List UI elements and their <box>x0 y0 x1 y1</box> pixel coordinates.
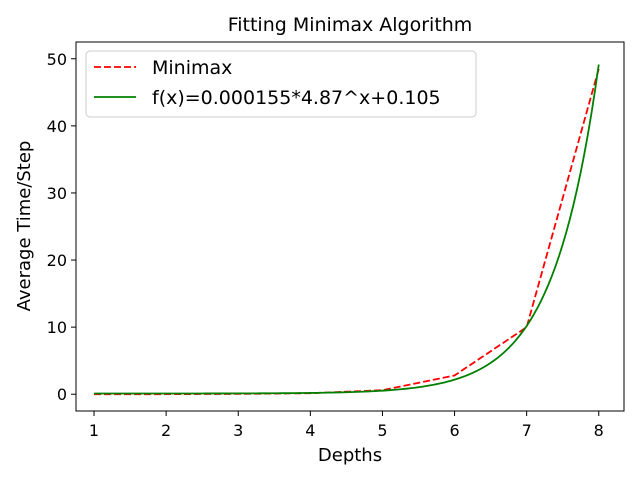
y-tick-label: 40 <box>47 117 67 136</box>
plot-series <box>94 64 600 396</box>
series-line-fit <box>94 64 600 395</box>
x-axis: 1 2 3 4 5 6 7 8 <box>89 411 604 440</box>
chart-title: Fitting Minimax Algorithm <box>228 14 473 36</box>
y-tick-label: 20 <box>47 251 67 270</box>
x-tick-label: 1 <box>89 421 99 440</box>
legend: Minimax f(x)=0.000155*4.87^x+0.105 <box>85 50 477 118</box>
x-tick-label: 3 <box>233 421 243 440</box>
x-tick-label: 2 <box>161 421 171 440</box>
legend-label: Minimax <box>152 57 232 79</box>
x-tick-label: 6 <box>449 421 459 440</box>
y-axis: 0 10 20 30 40 50 <box>47 50 76 404</box>
series-line-minimax <box>94 68 600 396</box>
x-tick-label: 7 <box>522 421 532 440</box>
x-tick-label: 5 <box>377 421 387 440</box>
legend-label: f(x)=0.000155*4.87^x+0.105 <box>152 87 441 109</box>
x-tick-label: 8 <box>594 421 604 440</box>
legend-box <box>85 50 477 118</box>
y-tick-label: 10 <box>47 318 67 337</box>
plot-frame <box>75 41 625 412</box>
x-tick-label: 4 <box>305 421 315 440</box>
y-axis-label: Average Time/Step <box>14 141 35 312</box>
y-tick-label: 30 <box>47 184 67 203</box>
y-tick-label: 0 <box>57 385 67 404</box>
x-axis-label: Depths <box>318 445 382 466</box>
y-tick-label: 50 <box>47 50 67 69</box>
